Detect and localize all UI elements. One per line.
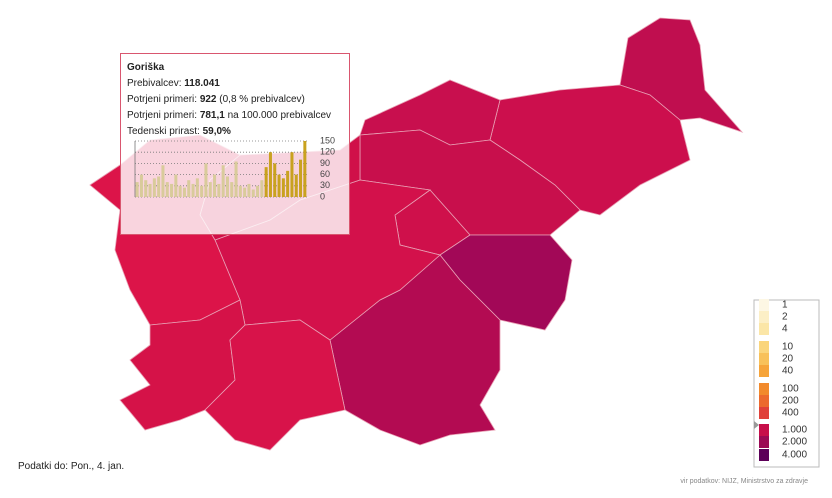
tooltip-line: Potrjeni primeri: 781,1 na 100.000 prebi… — [127, 108, 343, 124]
bar — [281, 178, 285, 197]
tooltip-line: Tedenski prirast: 59,0% — [127, 124, 343, 140]
legend-label: 10 — [782, 342, 794, 353]
region[interactable] — [119, 299, 246, 431]
bar — [290, 152, 294, 197]
bar — [247, 183, 251, 197]
label: Prebivalcev: — [127, 78, 182, 89]
legend-label: 2.000 — [782, 437, 807, 448]
bar — [286, 170, 290, 197]
bar — [182, 187, 186, 197]
bar — [273, 163, 277, 197]
bar — [187, 180, 191, 197]
legend-label: 2 — [782, 312, 788, 323]
label: Potrjeni primeri: — [127, 94, 198, 105]
bar — [264, 167, 268, 197]
tooltip: Goriška Prebivalcev: 118.041 Potrjeni pr… — [120, 53, 350, 235]
bar — [165, 182, 169, 197]
footer-source: vir podatkov: NIJZ, Ministrstvo za zdrav… — [680, 478, 808, 485]
bar — [243, 187, 247, 197]
tooltip-line: Prebivalcev: 118.041 — [127, 76, 343, 92]
bar — [294, 174, 298, 197]
region-name: Goriška — [127, 62, 165, 73]
y-tick-label: 120 — [320, 147, 335, 157]
legend-swatch — [759, 436, 769, 448]
footer-date: Podatki do: Pon., 4. jan. — [18, 461, 125, 472]
bar — [256, 185, 260, 197]
value: 59,0% — [202, 126, 231, 137]
legend-pointer — [754, 421, 759, 429]
bar — [195, 178, 199, 197]
legend-label: 20 — [782, 354, 794, 365]
bar — [144, 180, 148, 197]
legend-label: 1.000 — [782, 425, 807, 436]
legend-label: 1 — [782, 300, 788, 311]
legend-swatch — [759, 407, 769, 419]
regions — [89, 17, 744, 451]
bar — [148, 183, 152, 197]
bar — [157, 176, 161, 197]
legend-swatch — [759, 299, 769, 311]
bar — [208, 182, 212, 197]
legend-swatch — [759, 353, 769, 365]
value: 781,1 — [199, 110, 225, 121]
bar — [277, 174, 281, 197]
bar — [174, 174, 178, 197]
region[interactable] — [204, 319, 346, 451]
bar — [225, 176, 229, 197]
legend-swatch — [759, 424, 769, 436]
bar — [213, 174, 217, 197]
legend-swatch — [759, 365, 769, 377]
legend-swatch — [759, 395, 769, 407]
note: na 100.000 prebivalcev — [227, 110, 332, 121]
bar — [251, 189, 255, 197]
bar — [191, 183, 195, 197]
bar — [260, 180, 264, 197]
legend-label: 400 — [782, 408, 799, 419]
bar — [303, 141, 307, 197]
value: 118.041 — [184, 78, 220, 89]
legend-label: 100 — [782, 384, 799, 395]
bar — [234, 161, 238, 197]
bar — [230, 182, 234, 197]
bar — [299, 159, 303, 197]
bar — [178, 185, 182, 197]
note: (0,8 % prebivalcev) — [219, 94, 305, 105]
legend-label: 4.000 — [782, 450, 807, 461]
legend-swatch — [759, 311, 769, 323]
bar — [221, 165, 225, 197]
bar — [170, 183, 174, 197]
y-tick-label: 0 — [320, 191, 325, 201]
legend-swatch — [759, 323, 769, 335]
y-tick-label: 150 — [320, 136, 335, 145]
y-tick-label: 60 — [320, 169, 330, 179]
bar — [139, 174, 143, 197]
bar — [238, 185, 242, 197]
legend-label: 4 — [782, 324, 788, 335]
tooltip-line: Potrjeni primeri: 922 (0,8 % prebivalcev… — [127, 92, 343, 108]
legend-swatch — [759, 383, 769, 395]
bar — [161, 165, 165, 197]
bar — [204, 163, 208, 197]
bar — [268, 152, 272, 197]
bar — [152, 178, 156, 197]
bar — [217, 183, 221, 197]
legend-swatch — [759, 341, 769, 353]
bar — [200, 185, 204, 197]
y-tick-label: 90 — [320, 158, 330, 168]
bar — [135, 182, 139, 197]
legend-label: 40 — [782, 366, 794, 377]
value: 922 — [199, 94, 217, 105]
legend-label: 200 — [782, 396, 799, 407]
y-tick-label: 30 — [320, 180, 330, 190]
label: Potrjeni primeri: — [127, 110, 198, 121]
label: Tedenski prirast: — [127, 126, 200, 137]
legend-swatch — [759, 449, 769, 461]
